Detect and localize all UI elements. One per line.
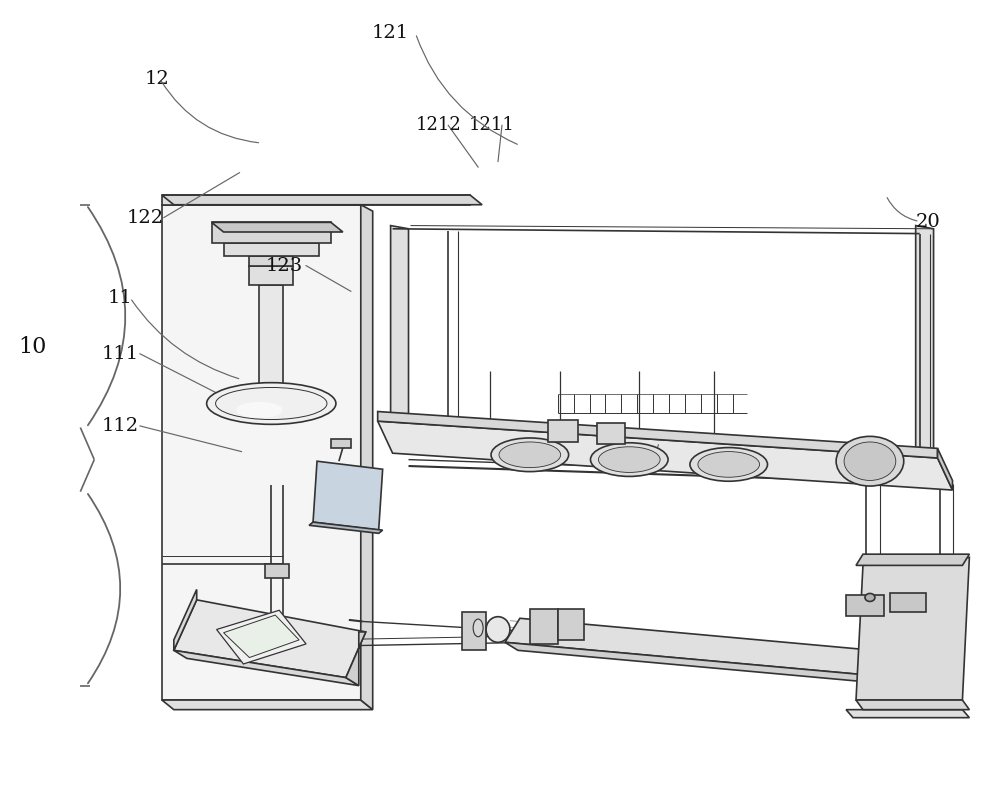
Bar (846, 595, 884, 616)
Ellipse shape (486, 617, 510, 642)
Bar (597, 423, 625, 444)
Polygon shape (378, 421, 952, 490)
Text: 112: 112 (102, 417, 139, 435)
Polygon shape (174, 600, 366, 678)
Text: 1211: 1211 (469, 116, 515, 135)
Bar (890, 592, 926, 612)
Text: 12: 12 (145, 70, 169, 88)
Polygon shape (378, 412, 938, 458)
Text: 123: 123 (266, 257, 303, 274)
Text: 1212: 1212 (415, 116, 461, 135)
Polygon shape (259, 285, 283, 404)
Ellipse shape (590, 443, 668, 476)
Bar (530, 608, 558, 644)
Bar (462, 612, 486, 650)
Text: 122: 122 (126, 208, 164, 227)
Polygon shape (212, 223, 343, 232)
Bar (331, 439, 351, 449)
Polygon shape (916, 226, 934, 462)
Polygon shape (391, 226, 409, 426)
Polygon shape (309, 522, 383, 533)
Polygon shape (212, 223, 331, 243)
Text: 121: 121 (372, 24, 409, 42)
Text: 30: 30 (625, 457, 650, 475)
Polygon shape (505, 642, 908, 686)
Ellipse shape (491, 438, 569, 471)
Bar (558, 609, 584, 640)
Polygon shape (224, 615, 299, 658)
Ellipse shape (207, 383, 336, 424)
Polygon shape (856, 554, 969, 566)
Ellipse shape (598, 447, 660, 472)
Polygon shape (162, 195, 482, 205)
Polygon shape (224, 243, 319, 256)
Ellipse shape (836, 437, 904, 486)
Polygon shape (346, 632, 366, 686)
Polygon shape (162, 205, 361, 700)
Polygon shape (162, 195, 470, 205)
Polygon shape (938, 449, 952, 490)
Ellipse shape (690, 448, 768, 481)
Polygon shape (505, 618, 910, 678)
Polygon shape (856, 558, 969, 700)
Text: 20: 20 (915, 212, 940, 231)
Polygon shape (217, 610, 306, 664)
Ellipse shape (237, 403, 282, 417)
Text: 10: 10 (18, 337, 47, 358)
Bar (265, 564, 289, 578)
Polygon shape (249, 256, 293, 266)
Polygon shape (249, 266, 293, 285)
Ellipse shape (698, 452, 760, 477)
Polygon shape (174, 650, 359, 686)
Ellipse shape (865, 593, 875, 601)
Ellipse shape (473, 619, 483, 637)
Polygon shape (162, 700, 373, 709)
Ellipse shape (844, 442, 896, 480)
Polygon shape (174, 589, 197, 650)
Ellipse shape (499, 442, 561, 467)
Bar (548, 420, 578, 442)
Text: 111: 111 (102, 345, 139, 363)
Polygon shape (313, 462, 383, 530)
Polygon shape (361, 205, 373, 709)
Polygon shape (856, 700, 969, 709)
Polygon shape (846, 709, 969, 717)
Text: 11: 11 (108, 289, 132, 307)
